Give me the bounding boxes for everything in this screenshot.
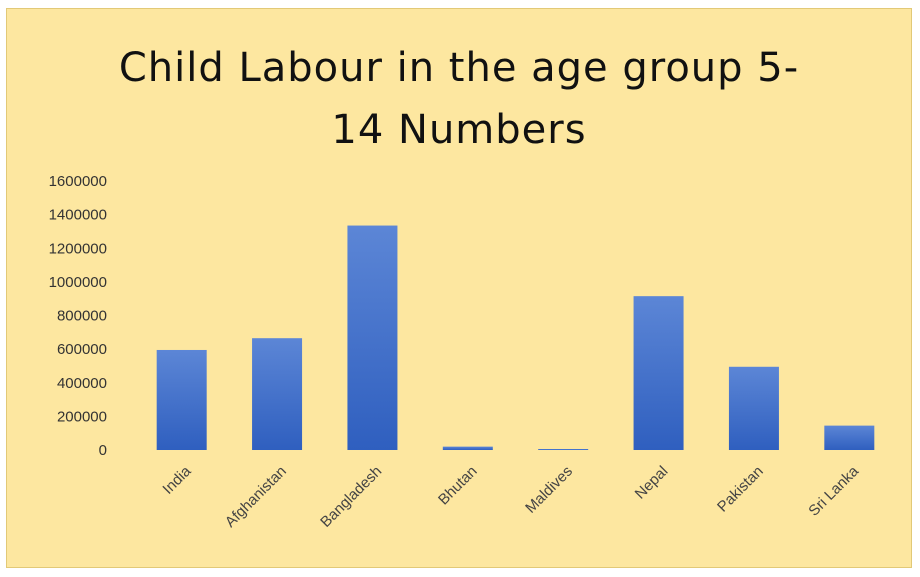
bar-bangladesh: [347, 225, 398, 450]
x-category-label: Bangladesh: [317, 463, 385, 531]
y-tick-label: 1400000: [49, 207, 107, 224]
bar-afghanistan: [252, 338, 303, 450]
bar-bhutan: [442, 446, 493, 450]
y-tick-label: 1000000: [49, 274, 107, 291]
y-tick-label: 600000: [57, 341, 107, 358]
x-category-label: Maldives: [522, 463, 576, 517]
bars: [156, 225, 875, 450]
chart-title-line-1: Child Labour in the age group 5-: [118, 45, 800, 91]
bar-chart-plot: 0 200000 400000 600000 800000 1000000 1200000 1…: [49, 173, 875, 531]
chart-title-line-2: 14 Numbers: [331, 107, 587, 153]
x-category-label: India: [159, 462, 194, 497]
x-category-label: Pakistan: [714, 463, 767, 516]
chart-title: Child Labour in the age group 5- 14 Numb…: [7, 37, 911, 161]
y-tick-label: 200000: [57, 408, 107, 425]
bar-india: [156, 349, 207, 450]
chart-area: Child Labour in the age group 5- 14 Numb…: [6, 8, 912, 568]
y-tick-label: 800000: [57, 308, 107, 325]
y-tick-label: 0: [99, 442, 107, 459]
x-axis: India Afghanistan Bangladesh Bhutan Maldives…: [159, 462, 862, 531]
bar-maldives: [538, 449, 589, 450]
x-category-label: Nepal: [632, 463, 672, 503]
y-tick-label: 1600000: [49, 173, 107, 190]
y-tick-label: 400000: [57, 375, 107, 392]
bar-pakistan: [728, 366, 779, 450]
y-axis: 0 200000 400000 600000 800000 1000000 1200000 1…: [49, 173, 107, 459]
bar-nepal: [633, 296, 684, 450]
y-tick-label: 1200000: [49, 240, 107, 257]
bar-sri-lanka: [824, 425, 875, 450]
x-category-label: Bhutan: [435, 463, 481, 509]
x-category-label: Sri Lanka: [805, 462, 862, 519]
x-category-label: Afghanistan: [222, 463, 290, 531]
